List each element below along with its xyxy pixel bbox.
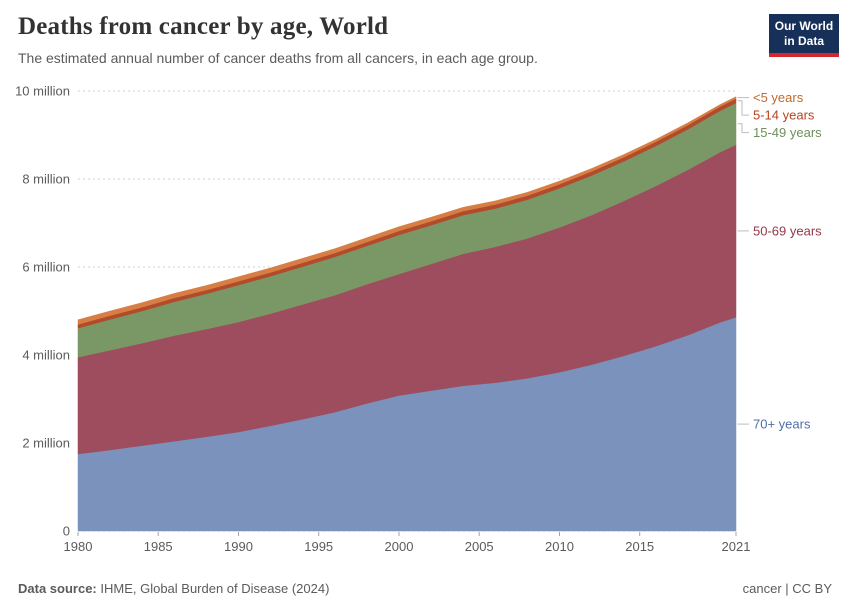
y-axis-label: 0 <box>63 524 70 539</box>
legend-label-70-plus-years[interactable]: 70+ years <box>753 417 811 432</box>
legend-label-under-5-years[interactable]: <5 years <box>753 90 804 105</box>
data-source-text: IHME, Global Burden of Disease (2024) <box>96 581 330 596</box>
x-axis-label: 1980 <box>64 539 93 554</box>
data-source: Data source: IHME, Global Burden of Dise… <box>18 581 329 596</box>
x-axis-label: 2015 <box>625 539 654 554</box>
data-source-label: Data source: <box>18 581 97 596</box>
license-note: cancer | CC BY <box>742 581 832 596</box>
chart-subtitle: The estimated annual number of cancer de… <box>18 50 538 66</box>
legend-label-50-69-years[interactable]: 50-69 years <box>753 223 822 238</box>
legend-connector-5-14-years <box>737 100 749 116</box>
legend-label-5-14-years[interactable]: 5-14 years <box>753 108 815 123</box>
owid-logo-line1: Our World <box>774 19 834 33</box>
owid-logo: Our World in Data <box>769 14 839 57</box>
y-axis-label: 2 million <box>22 436 70 451</box>
legend-connector-15-49-years <box>737 123 749 134</box>
x-axis-label: 1990 <box>224 539 253 554</box>
y-axis-label: 8 million <box>22 172 70 187</box>
y-axis-label: 10 million <box>15 84 70 99</box>
y-axis-label: 4 million <box>22 348 70 363</box>
x-axis-label: 2005 <box>465 539 494 554</box>
owid-logo-line2: in Data <box>783 34 824 48</box>
x-axis-label: 1985 <box>144 539 173 554</box>
legend-label-15-49-years[interactable]: 15-49 years <box>753 125 822 140</box>
x-axis-label: 2021 <box>722 539 751 554</box>
page-title: Deaths from cancer by age, World <box>18 13 389 40</box>
x-axis-label: 2010 <box>545 539 574 554</box>
area-under-5-years[interactable] <box>77 96 737 325</box>
x-axis-label: 1995 <box>304 539 333 554</box>
x-axis-label: 2000 <box>385 539 414 554</box>
y-axis-label: 6 million <box>22 260 70 275</box>
